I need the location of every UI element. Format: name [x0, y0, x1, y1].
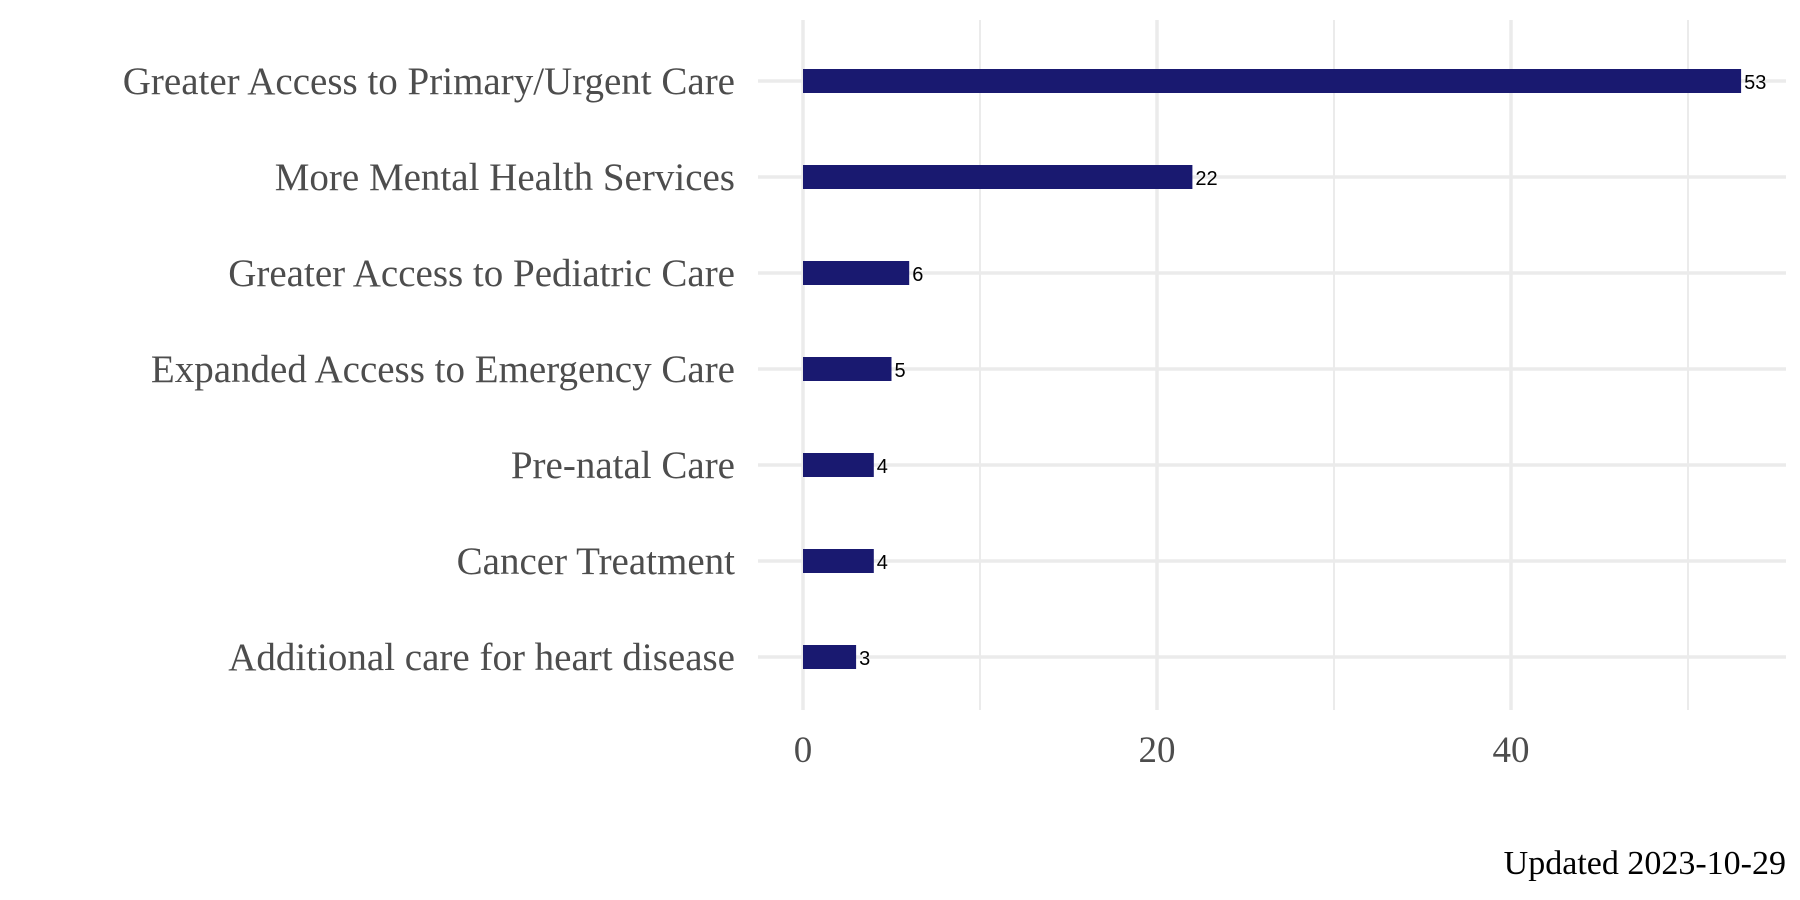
- category-label: Greater Access to Primary/Urgent Care: [123, 60, 735, 103]
- category-label: Greater Access to Pediatric Care: [228, 252, 735, 295]
- data-label: 4: [877, 552, 888, 574]
- data-label: 53: [1744, 72, 1766, 94]
- bar: [803, 165, 1193, 189]
- bar: [803, 549, 874, 573]
- bars: [803, 69, 1742, 669]
- category-label: Expanded Access to Emergency Care: [151, 348, 735, 391]
- x-tick-label: 20: [1139, 730, 1176, 771]
- bar: [803, 357, 892, 381]
- category-label: More Mental Health Services: [275, 156, 735, 199]
- data-label: 3: [859, 648, 870, 670]
- data-label: 22: [1195, 168, 1217, 190]
- category-label: Pre-natal Care: [511, 444, 735, 487]
- x-axis-tick-labels: 0 20 40: [794, 730, 1530, 771]
- data-label: 5: [895, 360, 906, 382]
- category-label: Additional care for heart disease: [228, 636, 735, 679]
- bar: [803, 69, 1742, 93]
- bar: [803, 453, 874, 477]
- bar: [803, 261, 910, 285]
- category-labels: Greater Access to Primary/Urgent Care Mor…: [123, 60, 735, 679]
- bar: [803, 645, 857, 669]
- gridlines: [758, 20, 1786, 710]
- data-labels: 53 22 6 5 4 4 3: [859, 72, 1766, 670]
- caption: Updated 2023-10-29: [1504, 845, 1786, 882]
- data-label: 4: [877, 456, 888, 478]
- x-tick-label: 40: [1493, 730, 1530, 771]
- data-label: 6: [912, 264, 923, 286]
- x-tick-label: 0: [794, 730, 813, 771]
- category-label: Cancer Treatment: [457, 540, 736, 583]
